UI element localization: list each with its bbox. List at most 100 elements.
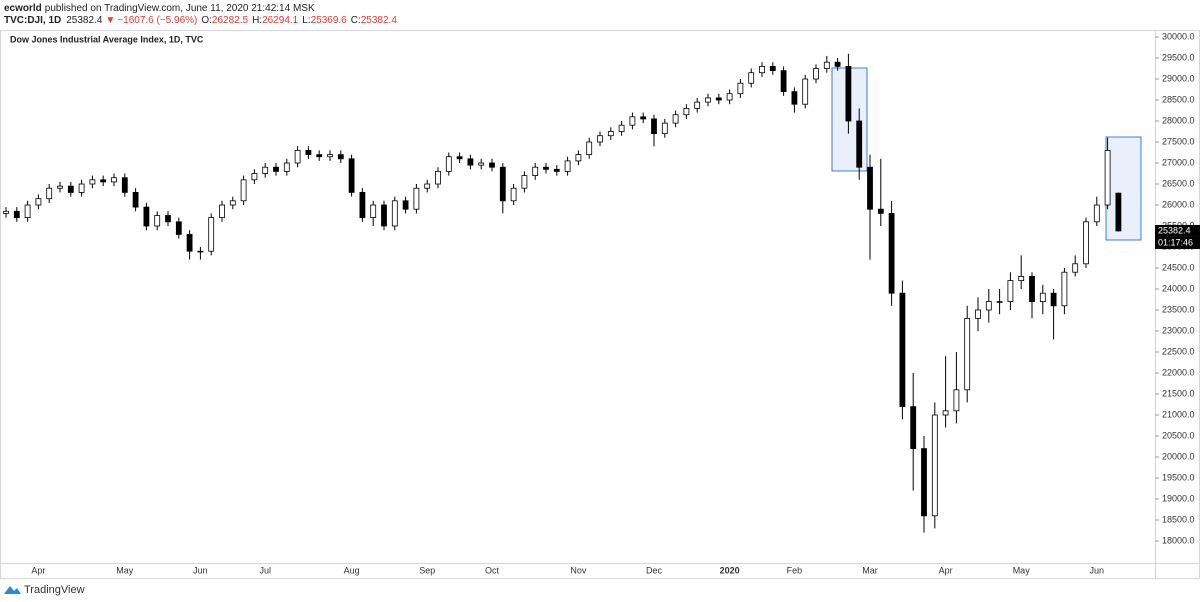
candle-body (111, 177, 117, 183)
open-label: O: (201, 15, 212, 26)
candle-body (251, 173, 258, 181)
candle-body (867, 166, 873, 210)
candle-body (89, 179, 96, 185)
candles (3, 53, 1122, 533)
footer-logo: TradingView (4, 584, 85, 596)
candle-body (791, 91, 798, 105)
candle-body (748, 72, 755, 84)
y-tick-label: 28000.0 (1162, 115, 1195, 125)
candle-body (672, 114, 679, 124)
candle-body (921, 448, 927, 517)
candle-body (607, 131, 614, 137)
candle-body (175, 221, 182, 235)
x-tick-label: Mar (862, 565, 878, 575)
x-tick-label: Dec (646, 565, 663, 575)
candle-body (694, 101, 701, 109)
candle-body (35, 198, 42, 206)
x-tick-label: Sep (419, 565, 435, 575)
symbol-line: TVC:DJI, 1D 25382.4 ▼ −1607.6 (−5.96%) O:262… (4, 15, 397, 26)
arrow: ▼ (105, 15, 115, 26)
candle-body (910, 406, 917, 449)
y-tick-label: 20000.0 (1162, 451, 1195, 461)
candle-body (834, 61, 841, 67)
candle-body (996, 301, 1003, 303)
x-tick-label: Apr (939, 565, 953, 575)
y-tick-label: 23500.0 (1162, 304, 1195, 314)
candle-body (13, 210, 20, 219)
last-price-label: 25382.4 (1158, 225, 1191, 235)
candle-body (499, 166, 506, 202)
candle-body (1007, 280, 1014, 303)
x-tick-label: May (116, 565, 134, 575)
candle-body (197, 250, 204, 253)
candle-body (1072, 263, 1079, 273)
x-tick-label: 2020 (720, 565, 740, 575)
candle-body (489, 162, 495, 168)
candle-body (240, 179, 247, 202)
candle-body (661, 122, 668, 135)
candle-body (899, 292, 906, 407)
candle-body (186, 234, 193, 252)
candle-body (975, 309, 981, 319)
candle-body (564, 160, 571, 172)
candle-body (143, 206, 150, 227)
y-tick-label: 23000.0 (1162, 325, 1195, 335)
y-tick-label: 19500.0 (1162, 472, 1195, 482)
candle-body (391, 200, 398, 227)
candle-body (953, 389, 960, 412)
candle-body (931, 414, 938, 517)
y-tick-label: 29000.0 (1162, 73, 1195, 83)
candle-body (1039, 292, 1046, 303)
candle-body (208, 217, 215, 252)
candle-body (78, 183, 85, 193)
highlight-box (1105, 136, 1142, 241)
candle-body (618, 124, 625, 132)
logo-icon (4, 586, 21, 594)
change: −1607.6 (−5.96%) (117, 15, 197, 26)
x-tick-label: Jun (1090, 565, 1105, 575)
candle-body (985, 301, 992, 311)
candle-body (651, 118, 657, 135)
candle-body (359, 192, 366, 219)
last-price-tag (1155, 224, 1200, 237)
candle-body (629, 116, 636, 126)
y-tick-label: 18000.0 (1162, 535, 1195, 545)
y-tick-label: 21500.0 (1162, 388, 1195, 398)
candle-body (942, 410, 949, 416)
candle-body (683, 108, 690, 116)
candle-body (813, 68, 819, 80)
candle-body (1104, 150, 1111, 206)
y-tick-label: 18500.0 (1162, 514, 1195, 524)
candle-body (46, 187, 53, 200)
countdown-tag (1155, 236, 1200, 249)
publish-line: ecworld published on TradingView.com, Jun… (4, 3, 315, 14)
candle-body (67, 185, 74, 193)
candle-body (823, 61, 830, 69)
candle-body (229, 200, 236, 206)
candle-body (1093, 204, 1100, 223)
x-tick-label: Nov (570, 565, 587, 575)
candle-body (737, 82, 744, 95)
candle-body (305, 150, 312, 156)
y-tick-label: 22000.0 (1162, 367, 1195, 377)
last-price: 25382.4 (66, 15, 103, 26)
candle-body (553, 168, 560, 172)
candle-body (337, 154, 344, 160)
candle-body (543, 166, 549, 170)
y-tick-label: 21000.0 (1162, 409, 1195, 419)
candle-body (1050, 292, 1057, 307)
candle-body (165, 215, 171, 223)
author: ecworld (4, 3, 42, 14)
candle-body (316, 154, 323, 158)
x-tick-label: Oct (485, 565, 500, 575)
candle-body (219, 204, 225, 219)
y-tick-label: 30000.0 (1162, 31, 1195, 41)
candle-body (510, 187, 517, 202)
published: published on TradingView.com, June 11, 2… (45, 3, 315, 14)
candle-body (294, 150, 301, 164)
high-value: 26294.1 (262, 15, 299, 26)
candle-body (802, 78, 809, 105)
candle-body (640, 116, 647, 120)
y-tick-label: 27000.0 (1162, 157, 1195, 167)
